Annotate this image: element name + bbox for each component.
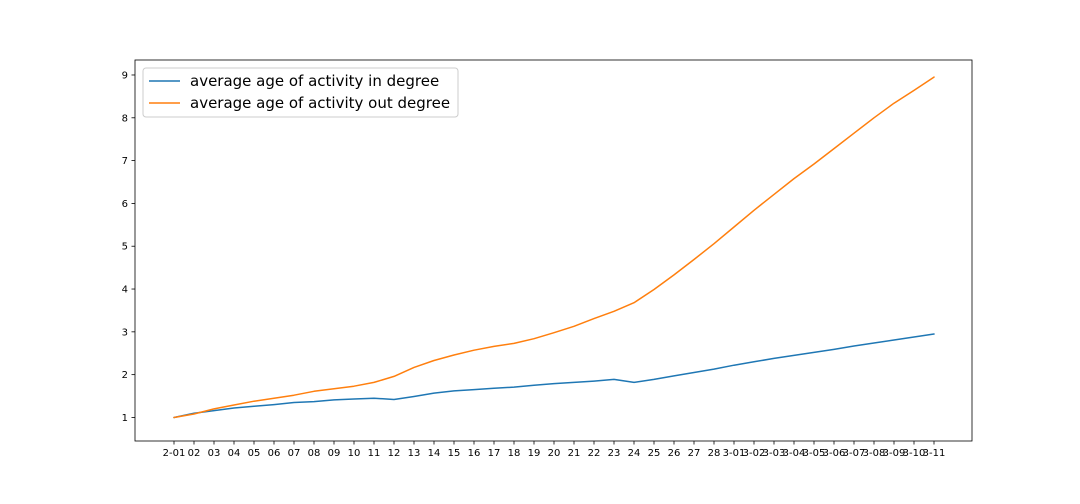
x-tick-label: 02 bbox=[188, 448, 201, 459]
legend-label-out-degree: average age of activity out degree bbox=[190, 94, 450, 112]
x-tick-label: 3-06 bbox=[823, 448, 846, 459]
x-tick-label: 13 bbox=[408, 448, 421, 459]
x-tick-label: 3-09 bbox=[883, 448, 906, 459]
x-tick-label: 3-01 bbox=[723, 448, 746, 459]
x-tick-label: 04 bbox=[228, 448, 241, 459]
y-tick-label: 2 bbox=[122, 370, 128, 381]
x-tick-label: 17 bbox=[488, 448, 501, 459]
x-tick-label: 11 bbox=[368, 448, 381, 459]
y-tick-label: 5 bbox=[122, 242, 128, 253]
x-tick-label: 26 bbox=[668, 448, 681, 459]
y-tick-label: 9 bbox=[122, 70, 128, 81]
x-tick-label: 3-11 bbox=[923, 448, 946, 459]
series-layer bbox=[173, 76, 935, 419]
series-line-0 bbox=[173, 333, 935, 419]
y-tick-label: 6 bbox=[122, 199, 128, 210]
x-tick-label: 24 bbox=[628, 448, 641, 459]
x-tick-label: 3-02 bbox=[743, 448, 766, 459]
x-tick-label: 22 bbox=[588, 448, 601, 459]
y-tick-label: 4 bbox=[122, 285, 128, 296]
x-tick-label: 21 bbox=[568, 448, 581, 459]
y-tick-label: 3 bbox=[122, 327, 128, 338]
plot-frame bbox=[134, 59, 973, 442]
x-axis: 2-01 02 03 04 05 06 07 08 09 10 11 12 13 14 15 16 17 18 19… bbox=[163, 441, 946, 459]
x-tick-label: 23 bbox=[608, 448, 621, 459]
x-tick-label: 18 bbox=[508, 448, 521, 459]
x-tick-label: 3-04 bbox=[783, 448, 806, 459]
x-tick-label: 05 bbox=[248, 448, 261, 459]
y-tick-label: 1 bbox=[122, 413, 128, 424]
x-tick-label: 10 bbox=[348, 448, 361, 459]
x-tick-label: 03 bbox=[208, 448, 221, 459]
x-tick-label: 07 bbox=[288, 448, 301, 459]
x-tick-label: 15 bbox=[448, 448, 461, 459]
x-tick-label: 3-10 bbox=[903, 448, 926, 459]
x-tick-label: 2-01 bbox=[163, 448, 186, 459]
legend-box bbox=[142, 67, 459, 118]
x-tick-label: 14 bbox=[428, 448, 441, 459]
x-tick-label: 08 bbox=[308, 448, 321, 459]
x-tick-label: 12 bbox=[388, 448, 401, 459]
legend: average age of activity in degree averag… bbox=[142, 67, 459, 118]
x-tick-label: 09 bbox=[328, 448, 341, 459]
x-tick-label: 27 bbox=[688, 448, 701, 459]
x-tick-label: 25 bbox=[648, 448, 661, 459]
x-tick-label: 20 bbox=[548, 448, 561, 459]
y-tick-label: 8 bbox=[122, 113, 128, 124]
x-tick-label: 3-07 bbox=[843, 448, 866, 459]
x-tick-label: 16 bbox=[468, 448, 481, 459]
x-tick-label: 06 bbox=[268, 448, 281, 459]
x-tick-label: 3-05 bbox=[803, 448, 826, 459]
plot-background bbox=[135, 60, 972, 441]
x-tick-label: 3-08 bbox=[863, 448, 886, 459]
x-tick-label: 19 bbox=[528, 448, 541, 459]
x-tick-label: 28 bbox=[708, 448, 721, 459]
series-line-1 bbox=[173, 76, 935, 419]
legend-label-in-degree: average age of activity in degree bbox=[190, 72, 439, 90]
x-tick-label: 3-03 bbox=[763, 448, 786, 459]
y-tick-label: 7 bbox=[122, 156, 128, 167]
y-axis: 1 2 3 4 5 6 7 8 9 bbox=[122, 70, 135, 424]
